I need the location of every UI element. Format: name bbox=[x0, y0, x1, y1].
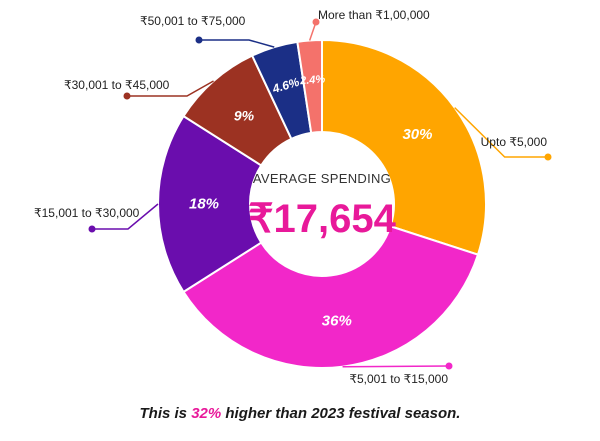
slice-value-label: 18% bbox=[189, 196, 219, 213]
slice-more-than-1-00-000 bbox=[296, 38, 323, 134]
footer-note: This is 32% higher than 2023 festival se… bbox=[0, 405, 600, 422]
leader-line bbox=[342, 365, 450, 368]
donut-chart: 30% Upto ₹5,000 36% ₹5,001 to ₹15,000 18% ₹15… bbox=[34, 8, 552, 386]
footer-suffix: higher than 2023 festival season. bbox=[221, 405, 461, 422]
slice-value-label: 36% bbox=[322, 313, 352, 330]
leader-dot bbox=[88, 225, 96, 233]
category-label: ₹15,001 to ₹30,000 bbox=[34, 206, 140, 220]
leader-dot bbox=[445, 362, 453, 370]
center-title: AVERAGE SPENDING bbox=[253, 171, 391, 186]
slice-upto-5-000 bbox=[321, 38, 487, 256]
slice-15-001-to-30-000 bbox=[157, 114, 263, 294]
leader-line bbox=[454, 107, 548, 158]
category-label: ₹5,001 to ₹15,000 bbox=[349, 372, 448, 386]
leader-dot bbox=[195, 36, 203, 44]
category-label: Upto ₹5,000 bbox=[481, 135, 548, 149]
slice-value-label: 9% bbox=[234, 107, 255, 123]
category-label: More than ₹1,00,000 bbox=[318, 8, 430, 22]
leader-dot bbox=[123, 92, 131, 100]
slice-5-001-to-15-000 bbox=[182, 224, 480, 369]
category-label: ₹30,001 to ₹45,000 bbox=[64, 78, 170, 92]
leader-lines bbox=[88, 18, 552, 370]
footer-prefix: This is bbox=[139, 405, 192, 422]
leader-line bbox=[127, 80, 214, 97]
leader-line bbox=[92, 203, 159, 230]
center-value: ₹17,654 bbox=[248, 197, 397, 241]
slice-value-label: 2.4% bbox=[299, 73, 326, 87]
donut-slices bbox=[157, 38, 487, 369]
leader-line bbox=[199, 39, 275, 48]
leader-dot bbox=[544, 153, 552, 161]
category-label: ₹50,001 to ₹75,000 bbox=[140, 14, 246, 28]
footer-highlight: 32% bbox=[191, 405, 222, 422]
slice-value-label: 30% bbox=[402, 126, 432, 143]
leader-dot bbox=[312, 18, 320, 26]
